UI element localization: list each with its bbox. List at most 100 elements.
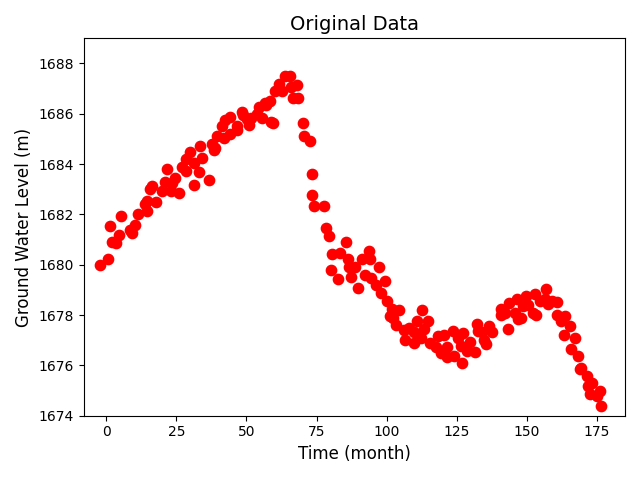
- Point: [374, 263, 385, 271]
- Point: [504, 299, 515, 307]
- Point: [274, 80, 284, 87]
- Point: [266, 119, 276, 126]
- Point: [448, 327, 458, 335]
- Point: [307, 192, 317, 199]
- Point: [510, 309, 520, 317]
- Point: [189, 181, 199, 189]
- Point: [204, 176, 214, 184]
- Point: [111, 239, 121, 247]
- Point: [366, 274, 376, 282]
- Point: [207, 141, 217, 148]
- Point: [388, 314, 398, 322]
- Point: [487, 328, 497, 336]
- Point: [576, 364, 586, 371]
- Point: [431, 343, 442, 351]
- Point: [456, 343, 467, 350]
- Point: [419, 325, 429, 333]
- Point: [465, 338, 476, 346]
- Point: [130, 221, 140, 229]
- Point: [127, 229, 137, 237]
- Point: [333, 275, 344, 282]
- Point: [575, 365, 586, 373]
- Point: [425, 339, 435, 347]
- Point: [560, 312, 570, 320]
- Point: [495, 311, 506, 319]
- Point: [244, 121, 255, 129]
- Point: [439, 331, 449, 339]
- Point: [484, 322, 494, 330]
- Point: [556, 317, 566, 325]
- Point: [371, 281, 381, 289]
- Point: [157, 187, 168, 195]
- Point: [237, 111, 248, 119]
- Point: [408, 339, 419, 347]
- Point: [166, 187, 177, 195]
- Point: [209, 144, 220, 152]
- Point: [125, 226, 136, 234]
- Point: [253, 103, 264, 111]
- Point: [516, 314, 526, 321]
- Point: [181, 167, 191, 175]
- Point: [496, 305, 506, 313]
- Point: [595, 402, 605, 410]
- Point: [225, 113, 236, 121]
- Point: [399, 326, 409, 333]
- Point: [140, 200, 150, 208]
- Point: [257, 114, 268, 122]
- Point: [381, 297, 392, 305]
- Point: [518, 302, 528, 310]
- Point: [521, 292, 531, 300]
- Point: [394, 306, 404, 314]
- Point: [472, 320, 482, 327]
- Point: [326, 266, 337, 273]
- Point: [582, 373, 593, 380]
- Point: [408, 328, 419, 336]
- Point: [261, 101, 271, 109]
- Point: [453, 334, 463, 342]
- Point: [103, 255, 113, 263]
- Point: [376, 289, 387, 297]
- Point: [341, 238, 351, 246]
- Point: [305, 137, 316, 144]
- Point: [288, 94, 298, 102]
- Point: [217, 122, 227, 130]
- Point: [582, 382, 593, 390]
- Point: [194, 168, 204, 175]
- Point: [293, 94, 303, 101]
- Point: [225, 130, 235, 137]
- Point: [442, 353, 452, 361]
- Point: [105, 222, 115, 230]
- Point: [503, 326, 513, 333]
- Point: [173, 189, 184, 197]
- Point: [280, 72, 290, 80]
- Point: [531, 311, 541, 318]
- Point: [540, 295, 550, 303]
- Point: [159, 178, 170, 186]
- Point: [343, 255, 353, 262]
- Point: [528, 309, 538, 316]
- Point: [461, 347, 472, 355]
- Point: [132, 210, 143, 217]
- Point: [209, 146, 220, 154]
- Point: [585, 390, 595, 397]
- Point: [522, 301, 532, 309]
- Point: [449, 352, 460, 360]
- Point: [573, 352, 583, 360]
- Point: [177, 163, 187, 171]
- Point: [346, 273, 356, 281]
- Point: [592, 392, 602, 400]
- Point: [147, 183, 157, 190]
- Point: [587, 379, 597, 387]
- Point: [458, 329, 468, 337]
- Point: [417, 306, 427, 314]
- Point: [365, 255, 375, 262]
- Point: [197, 154, 207, 162]
- Point: [547, 297, 557, 304]
- Point: [552, 298, 562, 305]
- Point: [319, 202, 329, 210]
- Point: [211, 133, 221, 141]
- Point: [595, 387, 605, 395]
- Point: [307, 170, 317, 177]
- Point: [416, 334, 426, 342]
- Point: [350, 263, 360, 271]
